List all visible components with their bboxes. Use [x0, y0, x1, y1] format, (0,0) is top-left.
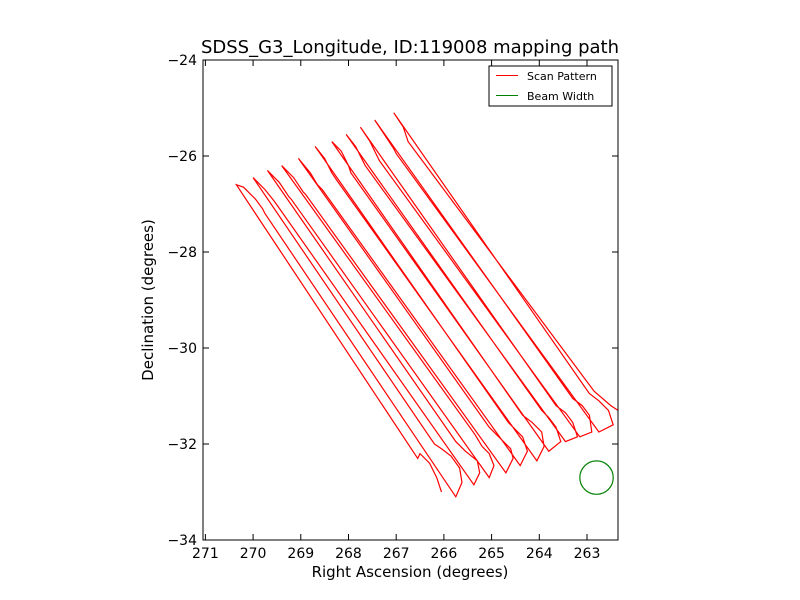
x-tick-label: 267 — [383, 546, 410, 562]
x-tick-label: 264 — [526, 546, 553, 562]
chart-title: SDSS_G3_Longitude, ID:119008 mapping pat… — [201, 37, 619, 58]
y-tick-label: −32 — [167, 437, 197, 453]
x-axis-label: Right Ascension (degrees) — [312, 563, 509, 581]
y-tick-label: −24 — [167, 53, 197, 69]
x-tick-label: 266 — [431, 546, 458, 562]
y-tick-label: −34 — [167, 533, 197, 549]
scan-pattern-line — [234, 112, 619, 499]
y-tick-label: −30 — [167, 341, 197, 357]
x-tick-label: 269 — [287, 546, 314, 562]
beam-width-circle — [579, 460, 614, 495]
x-tick-label: 268 — [335, 546, 362, 562]
legend-label-beam-width: Beam Width — [527, 90, 594, 103]
plot-frame — [202, 59, 619, 541]
x-axis-ticks: 271 270 269 268 267 266 265 264 263 — [192, 60, 600, 562]
y-tick-label: −26 — [167, 149, 197, 165]
x-tick-label: 265 — [478, 546, 505, 562]
legend-label-scan-pattern: Scan Pattern — [527, 70, 597, 83]
y-axis-ticks: −24 −26 −28 −30 −32 −34 — [167, 53, 618, 549]
x-tick-label: 263 — [574, 546, 601, 562]
plot-content — [234, 112, 619, 499]
legend: Scan Pattern Beam Width — [488, 65, 613, 107]
legend-frame — [488, 65, 613, 107]
x-tick-label: 271 — [192, 546, 219, 562]
y-axis-label: Declination (degrees) — [139, 219, 157, 381]
y-tick-label: −28 — [167, 245, 197, 261]
x-tick-label: 270 — [240, 546, 267, 562]
